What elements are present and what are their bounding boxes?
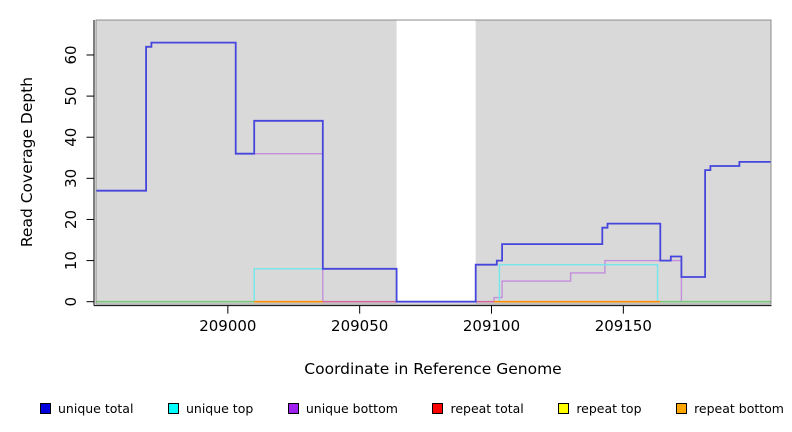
legend-label: unique top (185, 400, 254, 416)
x-tick-label: 209000 (199, 317, 256, 335)
unique-top-swatch (167, 402, 179, 414)
y-tick-label: 30 (62, 169, 80, 188)
repeat-bottom-swatch (676, 402, 688, 414)
x-axis-title: Coordinate in Reference Genome (304, 360, 562, 378)
legend-item-repeat-total: repeat total (432, 400, 524, 416)
series-line-unique-total (96, 41, 771, 303)
legend-item-unique-total: unique total (40, 401, 133, 416)
repeat-top-swatch (558, 402, 570, 414)
y-tick-label: 20 (62, 210, 80, 229)
legend-label: repeat bottom (694, 400, 784, 416)
repeat-total-swatch (432, 402, 444, 414)
y-tick-label: 10 (62, 251, 80, 270)
unique-bottom-swatch (287, 402, 299, 414)
legend-label: unique bottom (305, 400, 398, 416)
legend-label: repeat top (576, 400, 642, 416)
panel-border (95, 19, 772, 305)
legend-label: repeat total (450, 400, 524, 416)
y-tick-label: 0 (62, 297, 80, 307)
legend-item-unique-top: unique top (167, 400, 254, 416)
x-tick-label: 209100 (463, 317, 520, 335)
legend-item-repeat-top: repeat top (558, 400, 642, 416)
unique-total-swatch (40, 402, 51, 414)
x-tick-label: 209150 (595, 317, 652, 335)
legend-item-unique-bottom: unique bottom (287, 400, 398, 416)
y-axis-title: Read Coverage Depth (18, 76, 36, 248)
legend: unique total unique top unique bottom repea… (40, 396, 784, 420)
y-tick-label: 40 (62, 128, 80, 147)
x-tick-label: 209050 (331, 317, 388, 335)
legend-label: unique total (58, 400, 134, 416)
legend-item-repeat-bottom: repeat bottom (676, 401, 784, 416)
no-data-band (396, 20, 476, 305)
y-tick-label: 60 (62, 45, 80, 64)
y-tick-label: 50 (62, 87, 80, 106)
